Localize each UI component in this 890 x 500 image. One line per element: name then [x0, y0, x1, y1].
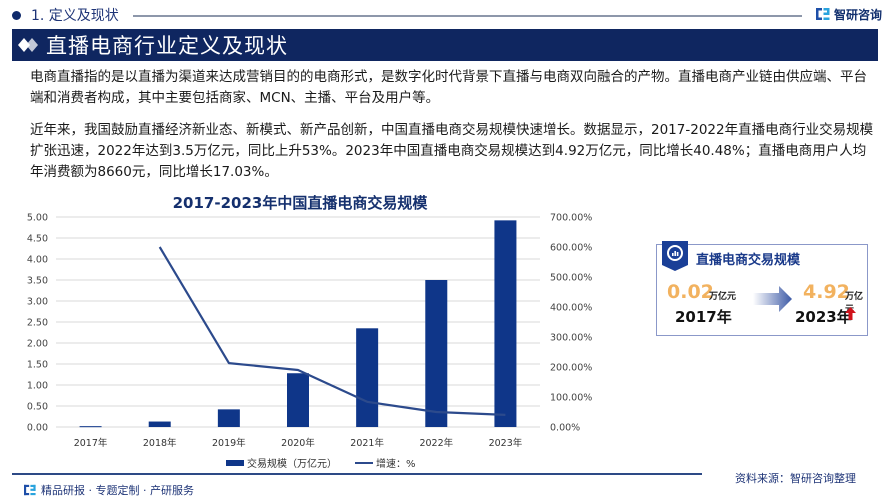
brand-logo-icon [815, 8, 830, 20]
kpi-end-year: 2023年 [795, 308, 852, 326]
footer-tagline: 精品研报 · 专题定制 · 产研服务 [24, 482, 194, 498]
kpi-card: 直播电商交易规模 0.02 万亿元 2017年 4.92 万亿元 2023年 [656, 241, 868, 336]
intro-paragraph: 电商直播指的是以直播为渠道来达成营销目的的电商形式，是数字化时代背景下直播与电商… [30, 69, 867, 106]
left-axis-tick: 3.00 [27, 297, 48, 308]
brand-name: 智研咨询 [833, 7, 882, 22]
transition-arrow-icon [753, 286, 792, 312]
section-header: 1. 定义及现状 [12, 5, 802, 25]
bar [287, 373, 309, 427]
status-paragraph: 近年来，我国鼓励直播经济新业态、新模式、新产品创新，中国直播电商交易规模快速增长… [30, 122, 874, 180]
x-axis-tick: 2022年 [419, 437, 453, 449]
bar [217, 409, 240, 427]
bar [494, 220, 517, 427]
right-axis-tick: 700.00% [550, 213, 592, 224]
brand-logo: 智研咨询 [815, 5, 882, 23]
diamond-icon [18, 38, 38, 52]
right-axis-tick: 0.00% [550, 423, 580, 434]
kpi-end-value: 4.92 [803, 281, 850, 303]
bullet-icon [12, 10, 21, 20]
chart-legend: 交易规模（万亿元） 增速：% [226, 455, 416, 470]
legend-line-label: 增速：% [376, 459, 416, 470]
bar [148, 421, 171, 427]
kpi-title: 直播电商交易规模 [696, 253, 801, 268]
header-divider [132, 15, 802, 17]
legend-line-swatch [355, 461, 373, 464]
left-axis-tick: 4.00 [27, 255, 48, 266]
right-axis-tick: 100.00% [550, 393, 592, 404]
legend-bar-swatch [226, 459, 244, 466]
kpi-start-value: 0.02 [667, 281, 714, 303]
right-axis-tick: 300.00% [550, 333, 592, 344]
left-axis-tick: 1.00 [27, 381, 48, 392]
left-axis-tick: 4.50 [27, 234, 48, 245]
bar [425, 280, 448, 427]
x-axis-tick: 2018年 [143, 437, 177, 449]
footer-tagline-text: 精品研报 · 专题定制 · 产研服务 [41, 484, 194, 497]
footer-divider [12, 473, 702, 475]
chart-title: 2017-2023年中国直播电商交易规模 [172, 194, 428, 212]
right-axis-tick: 200.00% [550, 363, 592, 374]
left-axis-tick: 3.50 [27, 276, 48, 287]
section-label: 1. 定义及现状 [31, 8, 119, 24]
kpi-start-unit: 万亿元 [709, 292, 737, 302]
left-axis-tick: 2.50 [27, 318, 48, 329]
left-axis-tick: 2.00 [27, 339, 48, 350]
up-arrow-icon [845, 307, 856, 320]
bar [79, 426, 102, 428]
growth-line [158, 246, 506, 416]
x-axis-tick: 2020年 [281, 437, 315, 449]
chart-badge-icon [662, 241, 688, 271]
data-source: 资料来源：智研咨询整理 [735, 472, 856, 485]
x-axis-tick: 2021年 [350, 437, 384, 449]
page-title-bar: 直播电商行业定义及现状 [12, 29, 878, 61]
footer-logo-icon [24, 484, 36, 496]
legend-bar-label: 交易规模（万亿元） [247, 459, 337, 470]
x-axis-tick: 2023年 [489, 437, 523, 449]
left-axis-tick: 0.50 [27, 402, 48, 413]
right-axis-tick: 600.00% [550, 243, 592, 254]
left-axis-tick: 1.50 [27, 360, 48, 371]
page-title: 直播电商行业定义及现状 [46, 34, 288, 58]
combo-chart: 0.00 0.50 1.00 1.50 2.00 2.50 3.00 3.50 4.00 4.50… [27, 213, 592, 450]
right-axis-tick: 400.00% [550, 303, 592, 314]
right-axis-tick: 500.00% [550, 273, 592, 284]
x-axis-tick: 2017年 [74, 437, 108, 449]
left-axis-tick: 0.00 [27, 423, 48, 434]
left-axis-tick: 5.00 [27, 213, 48, 224]
bar [356, 328, 379, 427]
kpi-start-year: 2017年 [675, 308, 732, 326]
x-axis-tick: 2019年 [212, 437, 246, 449]
